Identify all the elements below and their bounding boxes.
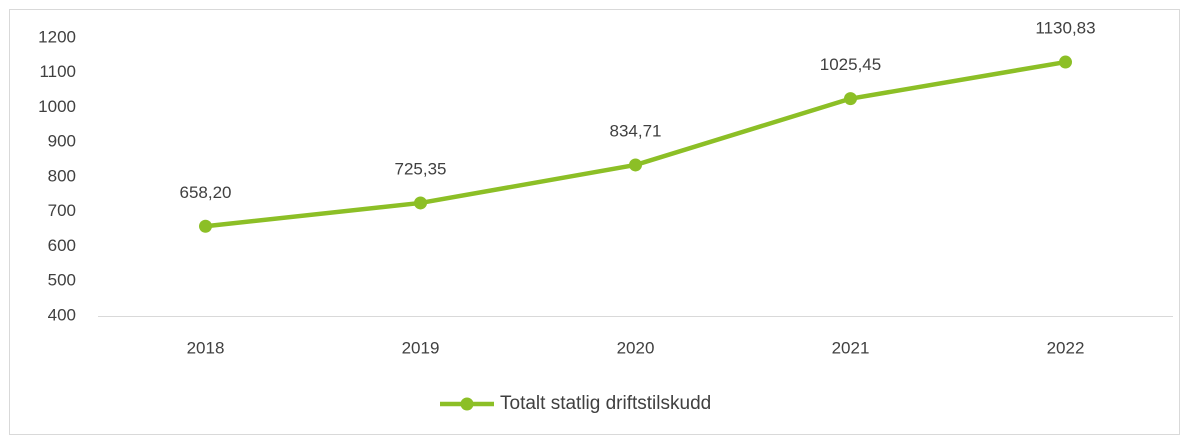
- legend-label: Totalt statlig driftstilskudd: [500, 393, 711, 414]
- point: [629, 158, 642, 172]
- point: [199, 219, 212, 233]
- y-tick-label: 800: [48, 166, 76, 185]
- data-label: 1025,45: [820, 55, 881, 74]
- y-tick-label: 700: [48, 201, 76, 220]
- legend-marker: [460, 397, 474, 411]
- data-label: 658,20: [180, 183, 232, 202]
- y-tick-label: 500: [48, 271, 76, 290]
- point: [844, 92, 857, 106]
- y-tick-label: 900: [48, 132, 76, 151]
- data-label: 725,35: [395, 159, 447, 178]
- y-tick-label: 400: [48, 305, 76, 324]
- x-tick-label: 2022: [1047, 338, 1085, 357]
- x-tick-label: 2019: [402, 338, 440, 357]
- x-tick-label: 2020: [617, 338, 655, 357]
- point: [1059, 55, 1072, 69]
- x-tick-label: 2018: [187, 338, 225, 357]
- x-tick-label: 2021: [832, 338, 870, 357]
- y-tick-label: 1200: [38, 27, 76, 46]
- y-tick-label: 1100: [39, 62, 76, 81]
- y-tick-label: 600: [48, 236, 76, 255]
- y-tick-label: 1000: [38, 97, 76, 116]
- point: [414, 196, 427, 210]
- data-label: 1130,83: [1035, 19, 1095, 38]
- data-label: 834,71: [610, 121, 662, 140]
